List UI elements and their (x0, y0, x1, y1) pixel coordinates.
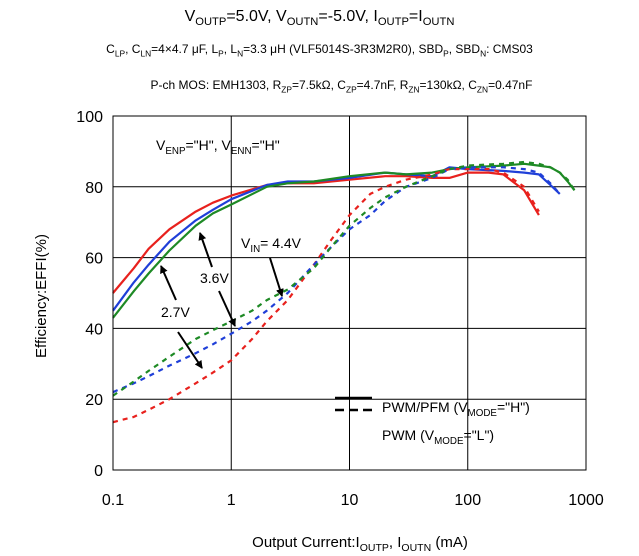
annotation-vin-3-6v: 3.6V (200, 270, 229, 286)
x-tick-label: 1 (227, 492, 236, 509)
y-tick-label: 0 (94, 463, 103, 480)
arrow-3-6v-down (219, 291, 235, 326)
y-tick-label: 60 (85, 251, 103, 268)
series-line-pwm-pfm-2-7v (113, 173, 539, 293)
arrow-2-7v-up (161, 266, 176, 300)
legend: PWM/PFM (VMODE​="H") PWM (VMODE​="L") (335, 398, 530, 447)
series-lines (113, 162, 575, 422)
annotation-enable-condition: VENP​="H", VENN​="H" (156, 137, 280, 157)
y-axis-label: Efficiency:EFFI(%) (33, 234, 50, 358)
y-tick-label: 80 (85, 180, 103, 197)
series-line-pwm-4-4v (113, 162, 575, 396)
arrow-vin-4-4v (270, 258, 282, 296)
x-tick-label: 10 (341, 492, 359, 509)
annotation-vin-4-4v: VIN​= 4.4V (241, 235, 302, 255)
annotation-vin-2-7v: 2.7V (161, 304, 190, 320)
y-tick-label: 20 (85, 392, 103, 409)
y-tick-label: 40 (85, 321, 103, 338)
arrow-3-6v-up (200, 233, 212, 267)
legend-entry-pwm-pfm: PWM/PFM (VMODE​="H") (382, 399, 530, 419)
x-tick-label: 100 (454, 492, 481, 509)
y-tick-label: 100 (76, 109, 103, 126)
x-tick-label: 1000 (568, 492, 604, 509)
x-tick-label: 0.1 (102, 492, 124, 509)
x-axis-label: Output Current:IOUTP​, IOUTN​ (mA) (252, 534, 468, 554)
series-line-pwm-2-7v (113, 169, 539, 422)
series-line-pwm-3-6v (113, 167, 560, 392)
legend-entry-pwm: PWM (VMODE​="L") (382, 427, 494, 447)
